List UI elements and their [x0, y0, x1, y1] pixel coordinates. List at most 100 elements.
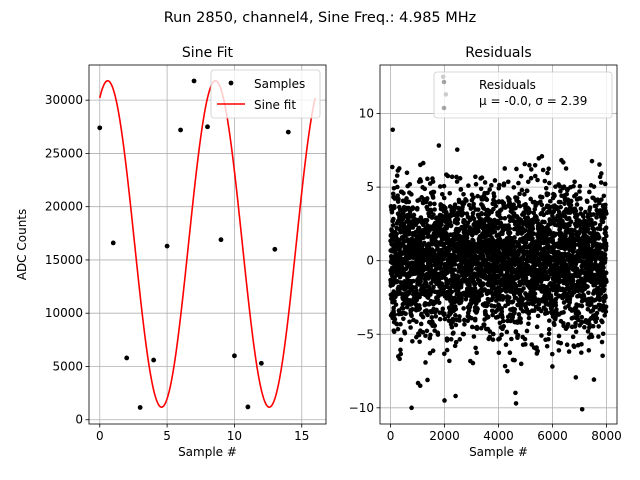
residual-point — [452, 262, 458, 267]
residual-point — [389, 209, 395, 215]
residual-point — [500, 315, 505, 320]
residual-point — [512, 310, 517, 316]
residual-point — [457, 176, 463, 181]
residual-point — [506, 295, 512, 300]
residual-point — [410, 206, 416, 211]
residual-point — [589, 334, 595, 339]
residual-point — [535, 218, 540, 223]
residual-point — [597, 200, 602, 206]
residuals-ytick-label: −5 — [356, 327, 374, 341]
residual-point — [539, 154, 545, 159]
residual-point — [567, 222, 572, 228]
residual-point — [601, 287, 607, 292]
residual-point — [516, 312, 522, 317]
residual-point — [522, 161, 528, 167]
residual-point — [418, 178, 424, 184]
residual-point — [502, 166, 508, 171]
residual-point — [513, 329, 519, 334]
residual-point — [601, 193, 607, 199]
residual-point — [578, 206, 584, 212]
residual-point — [562, 258, 567, 264]
residual-point — [600, 331, 606, 337]
residual-point — [446, 237, 451, 243]
residual-point — [518, 361, 524, 367]
residual-point — [523, 342, 528, 347]
residual-point — [514, 166, 519, 172]
residual-point — [410, 306, 415, 312]
residual-point — [517, 282, 523, 288]
residual-point — [598, 226, 603, 232]
residual-point — [497, 182, 502, 188]
residual-point — [532, 162, 538, 168]
residual-point — [432, 207, 437, 212]
residual-point — [461, 191, 466, 197]
residual-point — [427, 350, 433, 356]
residual-point — [570, 278, 576, 283]
residual-point — [433, 314, 439, 319]
residual-point — [453, 393, 458, 399]
residual-point — [556, 209, 562, 215]
residual-point — [591, 212, 596, 217]
residual-point — [484, 197, 490, 203]
residual-point — [418, 279, 423, 284]
residuals-xtick-label: 6000 — [537, 429, 568, 443]
residual-point — [528, 167, 534, 172]
residual-point — [518, 173, 524, 179]
residual-point — [449, 289, 455, 295]
residual-point — [599, 244, 605, 250]
residual-point — [528, 175, 534, 181]
residual-point — [591, 184, 597, 189]
residual-point — [414, 319, 419, 325]
sine-xtick-label: 15 — [294, 429, 309, 443]
residual-point — [523, 240, 529, 245]
residual-point — [479, 292, 485, 298]
residual-point — [479, 211, 484, 216]
residual-point — [462, 218, 467, 224]
residual-point — [390, 127, 395, 133]
residual-point — [546, 327, 552, 332]
residual-point — [538, 308, 544, 314]
sine-frame — [88, 64, 327, 425]
residual-point — [474, 326, 480, 331]
sample-point — [97, 125, 103, 131]
residual-point — [475, 207, 481, 212]
residual-point — [558, 340, 564, 346]
residual-point — [535, 348, 540, 354]
residual-point — [531, 231, 537, 236]
residual-point — [394, 231, 399, 237]
legend-samples-marker — [228, 80, 234, 86]
residual-point — [481, 253, 486, 259]
residual-point — [585, 226, 591, 232]
residual-point — [392, 298, 397, 304]
residual-point — [501, 324, 507, 329]
residual-point — [409, 405, 414, 411]
residual-point — [509, 336, 514, 342]
residual-point — [542, 178, 548, 184]
residual-point — [455, 216, 461, 222]
residual-point — [512, 307, 518, 312]
residual-point — [487, 334, 493, 340]
residual-point — [603, 304, 609, 310]
figure-suptitle: Run 2850, channel4, Sine Freq.: 4.985 MH… — [164, 10, 477, 26]
residual-point — [587, 321, 592, 327]
residual-point — [517, 191, 522, 197]
residual-point — [527, 162, 532, 168]
residual-point — [401, 316, 406, 322]
residual-point — [576, 310, 582, 316]
residual-point — [452, 295, 458, 301]
residual-point — [579, 406, 585, 412]
residual-point — [481, 322, 487, 327]
residual-point — [448, 223, 454, 228]
residual-point — [515, 332, 521, 338]
residual-point — [487, 187, 493, 192]
residual-point — [547, 206, 552, 212]
residual-point — [428, 263, 434, 269]
residual-point — [423, 360, 428, 365]
residual-point — [573, 321, 578, 326]
residual-point — [527, 209, 532, 215]
residual-point — [579, 341, 584, 347]
residual-point — [453, 322, 459, 328]
residual-point — [594, 215, 599, 220]
residual-point — [417, 339, 422, 345]
residual-point — [390, 191, 396, 197]
